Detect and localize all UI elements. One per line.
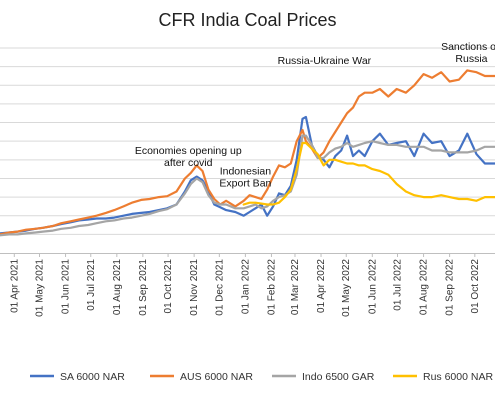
annotation-2: Russia-Ukraine War	[278, 55, 372, 67]
series-line-1	[0, 69, 495, 236]
series-line-3	[242, 141, 495, 206]
legend-label-3: Rus 6000 NAR	[423, 371, 493, 383]
legend-label-2: Indo 6500 GAR	[302, 371, 375, 383]
x-tick-label-1: 01 May 2021	[34, 259, 45, 317]
chart-title: CFR India Coal Prices	[158, 10, 337, 30]
x-tick-label-5: 01 Sep 2021	[138, 259, 149, 316]
annotation-3-line-0: Sanctions on	[441, 41, 495, 53]
x-tick-label-3: 01 Jul 2021	[86, 259, 97, 311]
x-tick-label-17: 01 Sep 2022	[445, 259, 456, 316]
x-tick-labels: 01 Apr 2021 01 May 2021 01 Jun 2021 01 Jul …	[9, 259, 481, 317]
axes	[0, 253, 495, 257]
x-tick-label-16: 01 Aug 2022	[419, 259, 430, 316]
annotation-3-line-1: Russia	[455, 53, 487, 65]
x-tick-label-7: 01 Nov 2021	[189, 259, 200, 316]
series-line-2	[0, 134, 495, 237]
annotation-1-line-0: Indonesian	[220, 166, 272, 178]
x-tick-label-11: 01 Mar 2022	[290, 259, 301, 316]
annotation-0-line-0: Economies opening up	[135, 145, 242, 157]
legend-item-1: AUS 6000 NAR	[150, 371, 253, 383]
legend: SA 6000 NAR AUS 6000 NAR Indo 6500 GAR Rus …	[30, 371, 493, 383]
x-tick-label-18: 01 Oct 2022	[470, 259, 481, 314]
x-tick-label-10: 01 Feb 2022	[266, 259, 277, 316]
legend-item-3: Rus 6000 NAR	[393, 371, 493, 383]
legend-label-0: SA 6000 NAR	[60, 371, 125, 383]
x-tick-label-6: 01 Oct 2021	[163, 259, 174, 314]
legend-item-2: Indo 6500 GAR	[272, 371, 375, 383]
gridlines	[0, 47, 495, 235]
x-tick-label-9: 01 Jan 2022	[240, 259, 251, 314]
x-tick-label-8: 01 Dec 2021	[214, 259, 225, 316]
series-lines	[0, 69, 495, 237]
x-tick-label-0: 01 Apr 2021	[9, 259, 20, 313]
x-tick-label-13: 01 May 2022	[341, 259, 352, 317]
annotation-3: Sanctions onRussia	[441, 41, 495, 65]
annotation-2-line-0: Russia-Ukraine War	[278, 55, 372, 67]
annotation-0-line-1: after covid	[164, 157, 213, 169]
x-tick-label-2: 01 Jun 2021	[61, 259, 72, 314]
annotation-1-line-1: Export Ban	[219, 178, 271, 190]
x-tick-label-4: 01 Aug 2021	[112, 259, 123, 316]
x-tick-label-12: 01 Apr 2022	[316, 259, 327, 313]
legend-label-1: AUS 6000 NAR	[180, 371, 253, 383]
legend-item-0: SA 6000 NAR	[30, 371, 125, 383]
x-tick-label-14: 01 Jun 2022	[367, 259, 378, 314]
x-tick-label-15: 01 Jul 2022	[393, 259, 404, 311]
